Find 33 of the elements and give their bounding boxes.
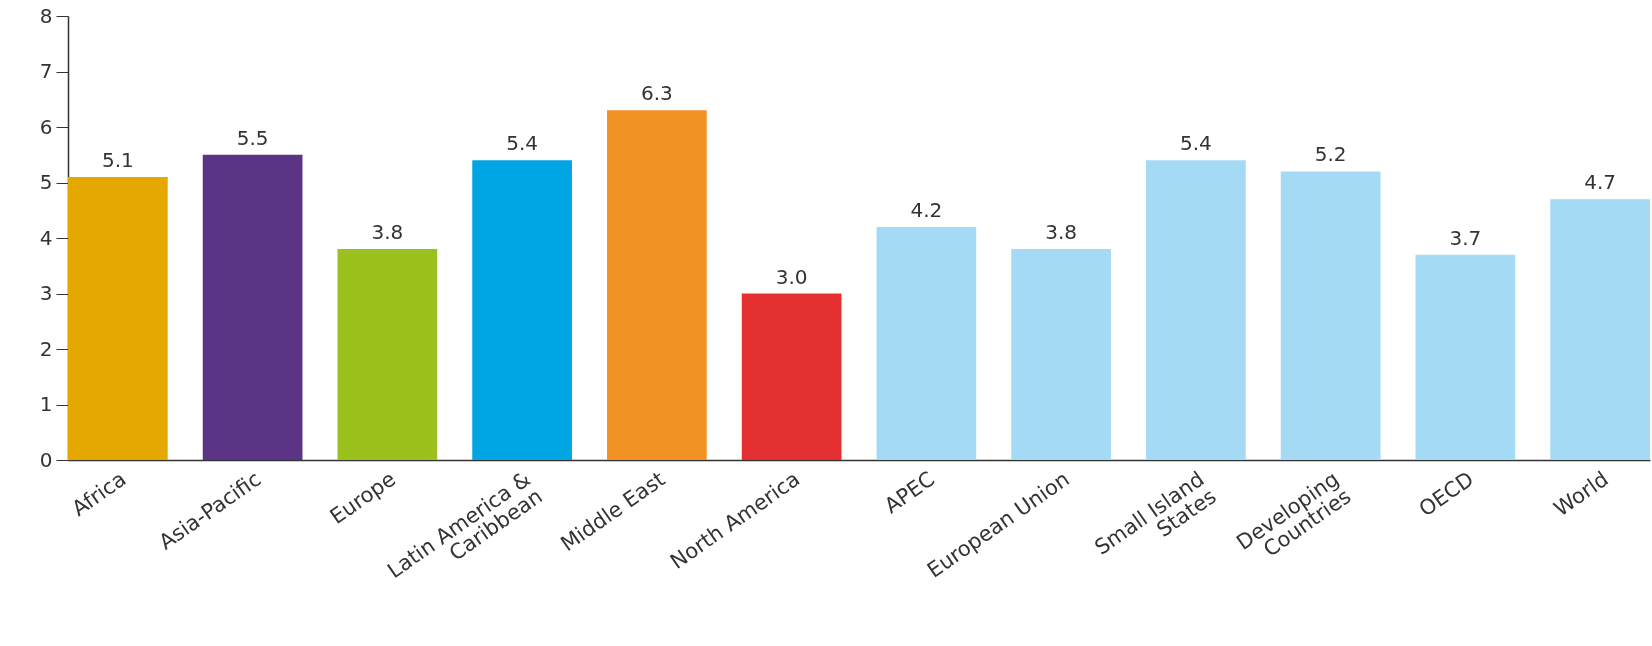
bar [1280,171,1381,460]
bar [876,226,977,460]
data-label: 4.7 [1584,170,1617,195]
data-label: 5.4 [506,131,539,156]
bar [68,176,168,460]
y-tick-label: 2 [39,336,53,361]
data-label: 5.5 [236,125,269,150]
bar [607,110,707,460]
bar [202,154,303,460]
y-tick-label: 0 [39,447,53,472]
data-label: 4.2 [910,197,943,222]
data-label: 3.7 [1449,225,1482,250]
bar [1550,199,1650,460]
data-label: 3.8 [1045,220,1078,245]
bar [1415,254,1516,460]
data-label: 5.1 [101,147,134,172]
data-label: 3.0 [775,264,808,289]
data-label: 5.2 [1314,142,1347,167]
data-label: 3.8 [371,220,404,245]
bar [741,293,842,460]
y-tick-label: 1 [39,392,53,416]
data-label: 6.3 [640,81,673,106]
bar [1011,249,1111,460]
bar [1146,160,1246,460]
data-label: 5.4 [1179,131,1212,156]
bar [337,249,438,460]
bar [472,160,572,460]
y-tick-label: 4 [39,225,53,250]
y-tick-label: 6 [39,114,53,139]
y-tick-label: 8 [39,3,53,28]
y-tick-label: 3 [39,281,53,305]
y-tick-label: 5 [39,170,53,194]
y-tick-label: 7 [39,59,53,83]
